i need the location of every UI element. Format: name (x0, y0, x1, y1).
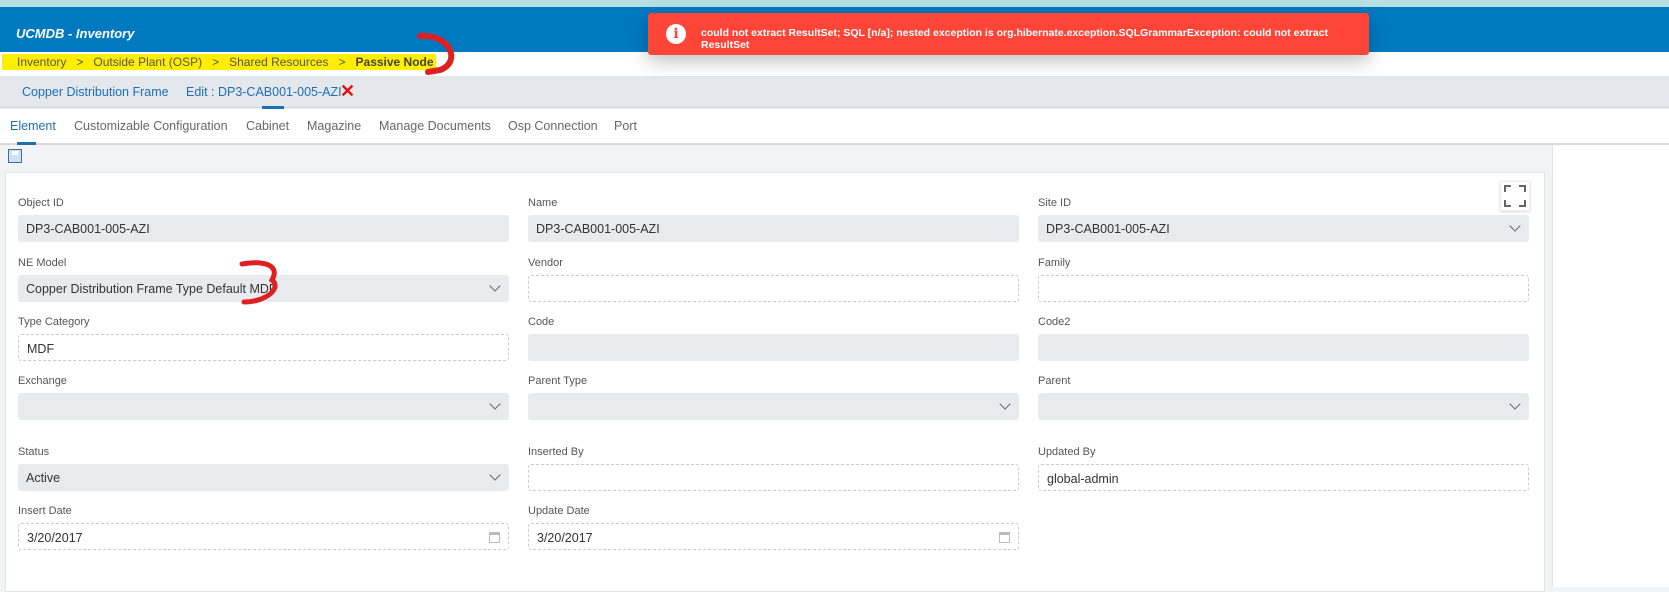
vendor-field[interactable] (528, 275, 1019, 302)
status-select[interactable]: Active (18, 464, 509, 491)
type-category-field[interactable]: MDF (18, 334, 509, 361)
family-label: Family (1038, 257, 1071, 269)
calendar-icon[interactable] (999, 532, 1010, 543)
name-field[interactable]: DP3-CAB001-005-AZI (528, 215, 1019, 242)
chevron-down-icon (1509, 398, 1521, 410)
updated-by-field[interactable]: global-admin (1038, 464, 1529, 491)
site-id-label: Site ID (1038, 197, 1072, 209)
object-id-value: DP3-CAB001-005-AZI (26, 222, 150, 236)
close-tab-icon[interactable]: ✕ (340, 81, 356, 101)
object-id-label: Object ID (18, 197, 64, 209)
active-tab-indicator (262, 106, 284, 109)
insert-date-field[interactable]: 3/20/2017 (18, 523, 509, 550)
breadcrumb-inventory[interactable]: Inventory (17, 55, 67, 69)
parent-type-select[interactable] (528, 393, 1019, 420)
ne-model-label: NE Model (18, 257, 67, 269)
vendor-label: Vendor (528, 257, 563, 269)
breadcrumb: Inventory > Outside Plant (OSP) > Shared… (17, 55, 434, 69)
app-title: UCMDB - Inventory (16, 26, 135, 41)
parent-type-label: Parent Type (528, 375, 588, 387)
error-toast[interactable]: i could not extract ResultSet; SQL [n/a]… (648, 13, 1369, 55)
error-message: could not extract ResultSet; SQL [n/a]; … (701, 27, 1329, 51)
parent-label: Parent (1038, 375, 1071, 387)
right-panel (1552, 145, 1669, 587)
breadcrumb-separator: > (212, 55, 220, 69)
inserted-by-field[interactable] (528, 464, 1019, 491)
family-field[interactable] (1038, 275, 1529, 302)
parent-select[interactable] (1038, 393, 1529, 420)
exchange-select[interactable] (18, 393, 509, 420)
element-form-card (5, 172, 1545, 592)
fullscreen-button[interactable] (1500, 181, 1530, 211)
name-label: Name (528, 197, 558, 209)
name-value: DP3-CAB001-005-AZI (536, 222, 660, 236)
subtab-cabinet[interactable]: Cabinet (246, 119, 290, 133)
chevron-down-icon (1509, 220, 1521, 232)
code2-label: Code2 (1038, 316, 1071, 328)
tab-bar (0, 76, 1669, 108)
breadcrumb-separator: > (338, 55, 346, 69)
highlight-annotation (2, 54, 436, 70)
tab-copper-distribution-frame[interactable]: Copper Distribution Frame (22, 85, 169, 99)
top-strip (0, 0, 1669, 7)
fullscreen-icon (1504, 185, 1526, 207)
update-date-label: Update Date (528, 505, 590, 517)
status-label: Status (18, 446, 50, 458)
site-id-select[interactable]: DP3-CAB001-005-AZI (1038, 215, 1529, 242)
chevron-down-icon (489, 469, 501, 481)
info-icon: i (666, 24, 686, 44)
object-id-field[interactable]: DP3-CAB001-005-AZI (18, 215, 509, 242)
breadcrumb-separator: > (76, 55, 84, 69)
calendar-icon[interactable] (489, 532, 500, 543)
ne-model-value: Copper Distribution Frame Type Default M… (26, 282, 277, 296)
type-category-value: MDF (27, 342, 55, 356)
active-subtab-indicator (17, 142, 36, 145)
subtab-customizable-configuration[interactable]: Customizable Configuration (74, 119, 228, 133)
subtab-osp-connection[interactable]: Osp Connection (508, 119, 598, 133)
save-icon[interactable] (8, 149, 22, 163)
code-field[interactable] (528, 334, 1019, 361)
breadcrumb-shared-resources[interactable]: Shared Resources (229, 55, 329, 69)
subtab-element[interactable]: Element (10, 119, 56, 133)
subtab-magazine[interactable]: Magazine (307, 119, 362, 133)
update-date-field[interactable]: 3/20/2017 (528, 523, 1019, 550)
status-value: Active (26, 471, 61, 485)
updated-by-label: Updated By (1038, 446, 1096, 458)
exchange-label: Exchange (18, 375, 67, 387)
chevron-down-icon (489, 280, 501, 292)
insert-date-label: Insert Date (18, 505, 72, 517)
site-id-value: DP3-CAB001-005-AZI (1046, 222, 1170, 236)
red-annotation-mark (239, 260, 278, 305)
insert-date-value: 3/20/2017 (27, 531, 83, 545)
chevron-down-icon (489, 398, 501, 410)
tab-edit[interactable]: Edit : DP3-CAB001-005-AZI (186, 85, 342, 99)
red-annotation-mark (417, 32, 455, 75)
update-date-value: 3/20/2017 (537, 531, 593, 545)
updated-by-value: global-admin (1047, 472, 1119, 486)
inserted-by-label: Inserted By (528, 446, 584, 458)
subtab-bar (0, 109, 1669, 145)
code2-field[interactable] (1038, 334, 1529, 361)
type-category-label: Type Category (18, 316, 90, 328)
breadcrumb-osp[interactable]: Outside Plant (OSP) (93, 55, 203, 69)
subtab-manage-documents[interactable]: Manage Documents (379, 119, 491, 133)
chevron-down-icon (999, 398, 1011, 410)
breadcrumb-passive-node: Passive Node (355, 55, 434, 69)
subtab-port[interactable]: Port (614, 119, 637, 133)
code-label: Code (528, 316, 555, 328)
